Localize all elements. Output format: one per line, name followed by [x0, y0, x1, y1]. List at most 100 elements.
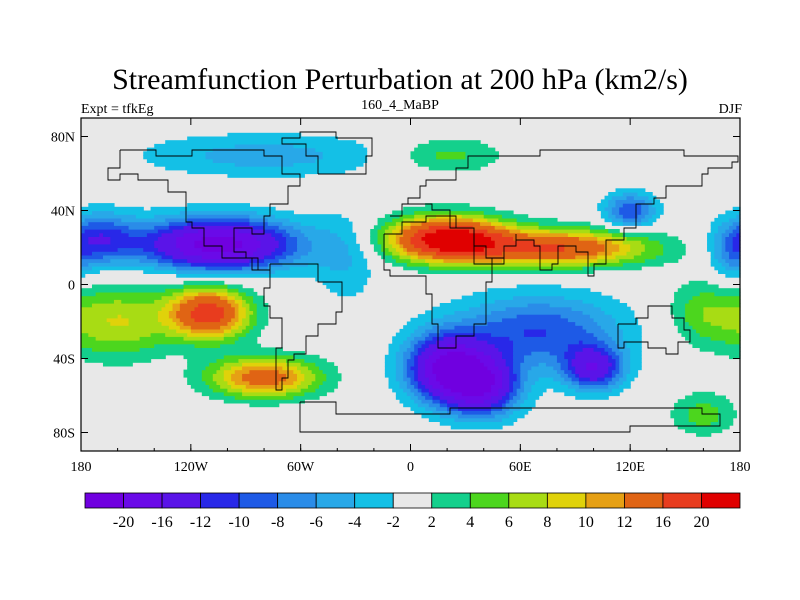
contour-cell — [622, 192, 639, 197]
contour-cell — [410, 240, 426, 245]
contour-cell — [264, 258, 280, 263]
plot-area — [81, 118, 741, 451]
contour-cell — [392, 243, 401, 249]
contour-cell — [502, 406, 510, 411]
contour-cell — [707, 232, 715, 237]
contour-cell — [674, 406, 690, 411]
contour-cell — [421, 332, 430, 337]
contour-cell — [128, 317, 159, 323]
contour-cell — [513, 402, 521, 408]
colorbar-box — [315, 492, 356, 509]
contour-cell — [187, 136, 338, 141]
contour-cell — [626, 195, 635, 200]
x-tick-label: 120W — [174, 460, 209, 475]
contour-cell — [520, 229, 551, 234]
contour-cell — [231, 377, 243, 382]
contour-cell — [589, 377, 598, 382]
contour-cell — [337, 232, 357, 237]
contour-cell — [399, 347, 408, 352]
contour-cell — [611, 362, 617, 367]
contour-cell — [619, 369, 624, 374]
contour-cell — [439, 388, 452, 393]
contour-cell — [99, 232, 104, 237]
colorbar-label: 12 — [616, 514, 632, 531]
contour-cell — [428, 262, 591, 267]
contour-cell — [725, 210, 741, 215]
contour-cell — [318, 365, 338, 371]
contour-cell — [725, 258, 741, 263]
contour-cell — [286, 388, 302, 393]
contour-cell — [593, 332, 609, 337]
contour-cell — [523, 358, 558, 363]
contour-cell — [403, 266, 430, 271]
contour-cell — [256, 247, 276, 252]
contour-cell — [395, 377, 404, 382]
contour-cell — [275, 236, 287, 241]
contour-cell — [699, 347, 741, 352]
contour-cell — [604, 206, 613, 212]
contour-cell — [729, 251, 741, 256]
contour-cell — [81, 310, 159, 315]
contour-cell — [187, 380, 207, 385]
contour-cell — [520, 377, 529, 382]
contour-cell — [256, 314, 269, 319]
colorbar-box — [431, 492, 471, 509]
contour-cell — [377, 217, 393, 223]
contour-cell — [502, 369, 510, 374]
contour-cell — [685, 303, 741, 308]
contour-cell — [674, 299, 690, 304]
contour-cell — [487, 217, 499, 223]
colorbar-label: 6 — [505, 514, 513, 531]
contour-cell — [498, 217, 518, 223]
contour-cell — [315, 277, 368, 282]
contour-cell — [611, 221, 624, 226]
contour-cell — [165, 166, 357, 171]
contour-cell — [381, 225, 390, 230]
contour-cell — [721, 240, 726, 245]
contour-cell — [95, 336, 141, 341]
contour-cell — [384, 240, 390, 245]
contour-cell — [154, 162, 236, 167]
contour-cell — [245, 325, 254, 330]
contour-cell — [513, 365, 521, 371]
contour-cell — [502, 232, 529, 237]
contour-cell — [414, 362, 419, 367]
contour-cell — [721, 251, 730, 256]
contour-cell — [571, 362, 587, 367]
contour-cell — [315, 388, 335, 393]
contour-cell — [234, 395, 294, 400]
contour-cell — [619, 210, 642, 215]
contour-cell — [564, 369, 573, 374]
contour-cell — [531, 384, 569, 389]
contour-cell — [395, 365, 404, 371]
contour-cell — [110, 236, 159, 241]
contour-cell — [414, 336, 426, 341]
contour-cell — [465, 351, 485, 356]
contour-cell — [395, 373, 404, 378]
contour-cell — [234, 143, 294, 149]
contour-cell — [439, 354, 477, 360]
contour-cell — [249, 258, 265, 263]
contour-cell — [714, 291, 741, 297]
contour-cell — [721, 232, 730, 237]
contour-cell — [315, 147, 368, 152]
x-tick-label: 180 — [71, 460, 92, 475]
contour-cell — [633, 254, 657, 260]
contour-cell — [406, 365, 412, 371]
contour-cell — [194, 240, 243, 245]
contour-cell — [428, 354, 441, 360]
contour-cell — [113, 210, 181, 215]
contour-cell — [165, 332, 188, 337]
contour-cell — [238, 306, 247, 311]
contour-cell — [410, 225, 430, 230]
contour-cell — [443, 336, 477, 341]
contour-cell — [513, 388, 518, 393]
contour-cell — [373, 225, 382, 230]
contour-cell — [403, 232, 415, 237]
contour-cell — [458, 406, 492, 411]
contour-cell — [436, 377, 496, 382]
contour-cell — [102, 254, 148, 260]
contour-cell — [575, 365, 587, 371]
contour-cell — [469, 306, 507, 311]
contour-cell — [567, 362, 573, 367]
